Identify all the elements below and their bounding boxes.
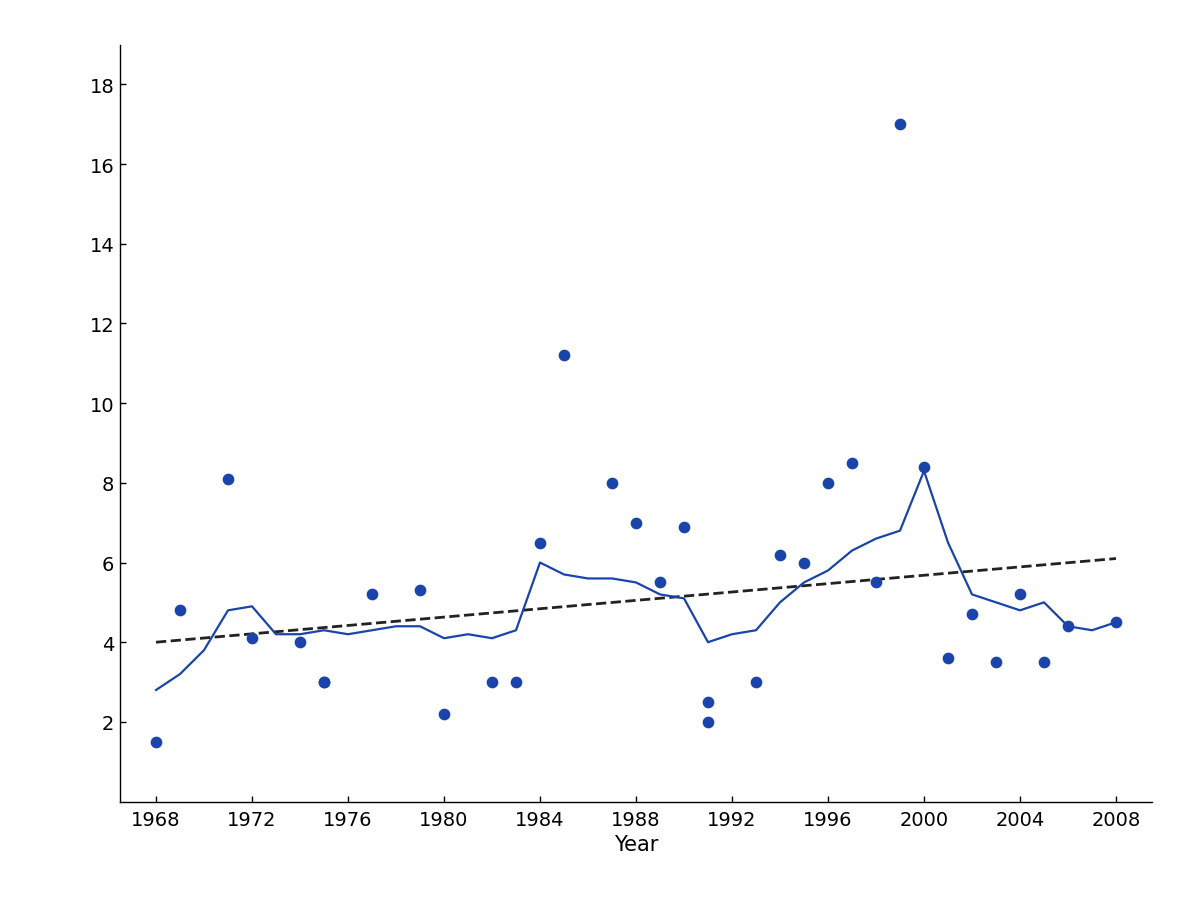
Point <box>530 536 550 550</box>
Point <box>794 556 814 570</box>
Point <box>986 655 1006 670</box>
Point <box>770 548 790 562</box>
Point <box>482 675 502 690</box>
Point <box>290 635 310 650</box>
X-axis label: Year: Year <box>614 834 658 855</box>
Point <box>1034 655 1054 670</box>
Point <box>698 715 718 730</box>
Point <box>554 349 574 363</box>
Point <box>314 675 334 690</box>
Point <box>818 476 838 491</box>
Point <box>674 520 694 535</box>
Point <box>962 608 982 622</box>
Point <box>362 588 382 602</box>
Point <box>1058 619 1078 634</box>
Point <box>698 695 718 710</box>
Point <box>410 583 430 598</box>
Point <box>1010 588 1030 602</box>
Point <box>506 675 526 690</box>
Point <box>1106 615 1126 630</box>
Point <box>170 603 190 618</box>
Point <box>914 460 934 475</box>
Point <box>218 472 238 486</box>
Point <box>650 576 670 590</box>
Point <box>938 651 958 666</box>
Point <box>314 675 334 690</box>
Point <box>842 456 862 471</box>
Point <box>866 576 886 590</box>
Point <box>242 631 262 646</box>
Point <box>890 118 910 132</box>
Point <box>146 734 166 749</box>
Point <box>602 476 622 491</box>
Point <box>434 707 454 722</box>
Point <box>746 675 766 690</box>
Point <box>626 516 646 530</box>
